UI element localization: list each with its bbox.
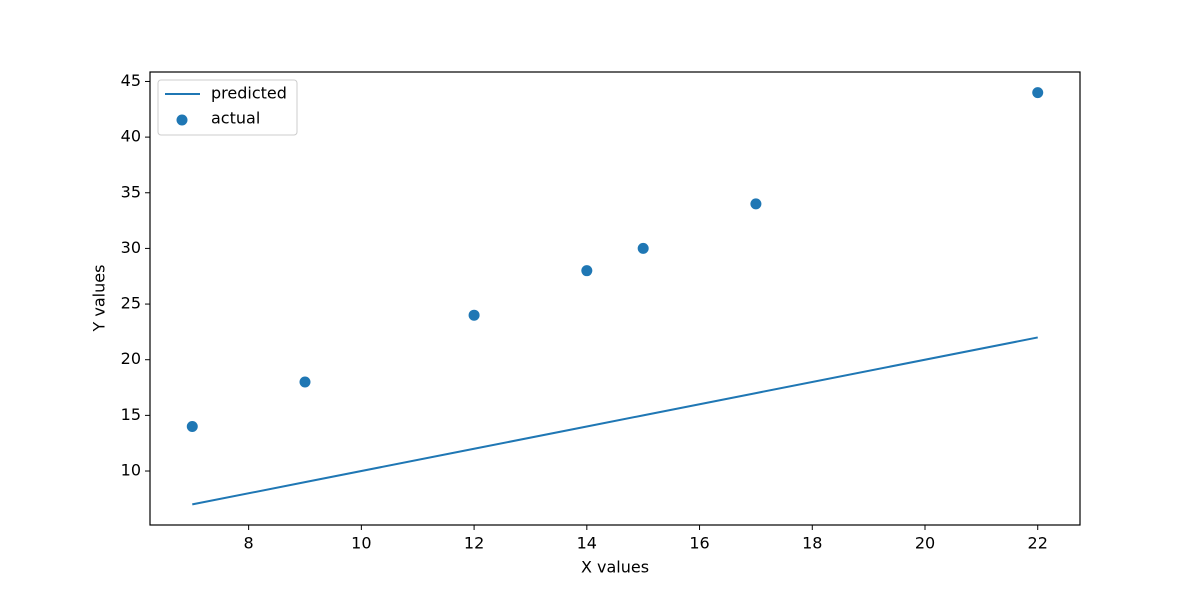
y-tick-label: 30 [121, 238, 141, 257]
y-tick-label: 25 [121, 294, 141, 313]
scatter-point [1032, 87, 1044, 99]
x-tick-label: 18 [802, 534, 822, 553]
scatter-point [581, 265, 593, 277]
line-series [192, 336, 1038, 506]
x-tick-label: 16 [689, 534, 709, 553]
y-tick-label: 10 [121, 461, 141, 480]
x-tick-label: 12 [464, 534, 484, 553]
y-axis-label: Y values [90, 265, 109, 333]
x-tick-label: 10 [351, 534, 371, 553]
y-tick-label: 40 [121, 127, 141, 146]
x-axis-label: X values [581, 558, 649, 577]
scatter-point [637, 242, 649, 254]
legend-label: actual [211, 109, 260, 128]
legend-marker [176, 114, 188, 126]
scatter-point [299, 376, 311, 388]
scatter-point [468, 309, 480, 321]
y-tick-label: 20 [121, 349, 141, 368]
scatter-point [186, 420, 198, 432]
x-tick-label: 20 [915, 534, 935, 553]
plot-frame [149, 71, 1081, 526]
legend-label: predicted [211, 84, 287, 103]
x-tick-label: 14 [577, 534, 597, 553]
y-tick-label: 45 [121, 71, 141, 90]
scatter-point [750, 198, 762, 210]
y-tick-label: 35 [121, 182, 141, 201]
x-tick-label: 8 [244, 534, 254, 553]
x-tick-label: 22 [1028, 534, 1048, 553]
y-tick-label: 15 [121, 405, 141, 424]
